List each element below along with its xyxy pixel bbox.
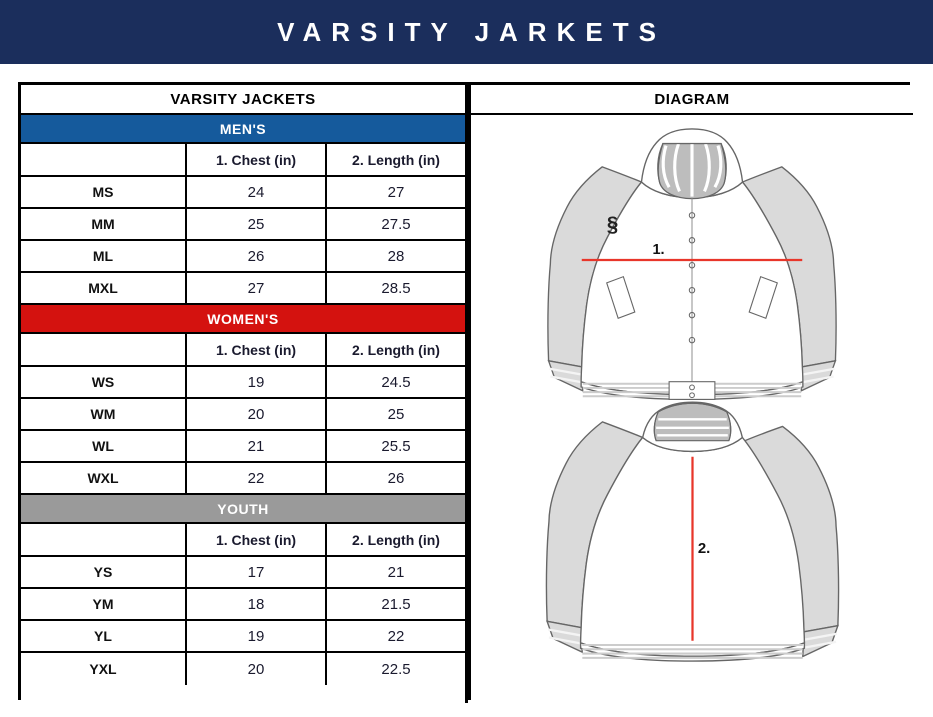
- svg-text:2.: 2.: [697, 540, 709, 557]
- svg-text:1.: 1.: [652, 242, 664, 258]
- svg-text:§: §: [607, 213, 619, 236]
